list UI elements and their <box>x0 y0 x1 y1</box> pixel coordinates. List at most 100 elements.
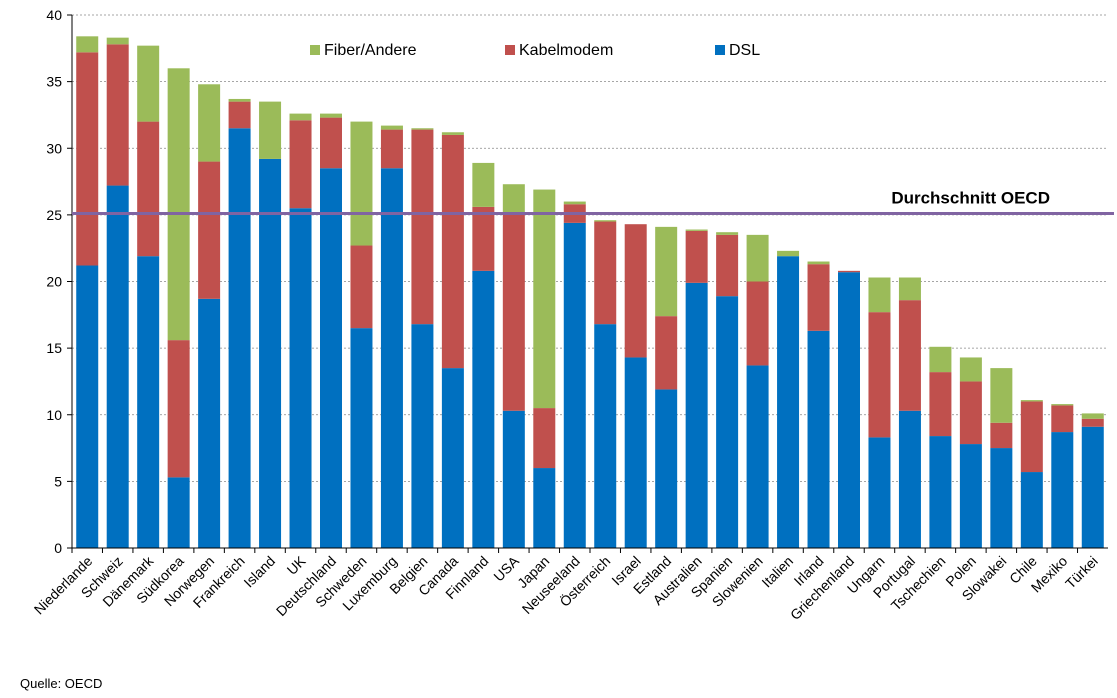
bar-segment <box>1081 426 1104 548</box>
bar-segment <box>533 189 556 409</box>
bar-segment <box>624 357 647 548</box>
bar-segment <box>746 234 769 282</box>
bar-segment <box>472 270 495 548</box>
bar-segment <box>1051 432 1074 548</box>
bar-segment <box>685 229 708 231</box>
bar-segment <box>594 221 617 325</box>
bar-segment <box>350 121 373 246</box>
bar-segment <box>472 206 495 271</box>
legend-label: DSL <box>729 42 760 59</box>
bar-segment <box>838 270 860 273</box>
y-tick-label: 30 <box>46 140 62 156</box>
bar-segment <box>441 368 464 548</box>
bar-segment <box>167 68 190 341</box>
bar-segment <box>594 324 617 548</box>
bar-segment <box>655 226 678 317</box>
y-tick-label: 5 <box>54 473 62 489</box>
bar-segment <box>807 330 830 548</box>
bar-segment <box>411 128 434 130</box>
bar-segment <box>624 224 647 358</box>
y-tick-label: 35 <box>46 74 62 90</box>
bar-segment <box>198 298 221 548</box>
bar-segment <box>502 214 525 411</box>
bar-segment <box>472 162 495 207</box>
bar-segment <box>289 208 312 548</box>
x-tick-label: Türkei <box>1062 553 1101 592</box>
bar-segment <box>746 281 769 366</box>
bar-segment <box>563 222 586 548</box>
bar-segment <box>929 436 952 548</box>
bar-segment <box>76 265 99 548</box>
bar-segment <box>1051 404 1074 406</box>
bar-segment <box>380 129 403 169</box>
bar-segment <box>167 340 190 478</box>
bar-segment <box>76 36 99 53</box>
legend-swatch <box>310 45 320 55</box>
bar-segment <box>289 113 312 121</box>
bar-segment <box>898 410 921 548</box>
bar-segment <box>716 234 739 297</box>
average-label: Durchschnitt OECD <box>891 189 1050 208</box>
bar-segment <box>350 245 373 329</box>
bar-segment <box>137 121 160 257</box>
y-tick-label: 25 <box>46 207 62 223</box>
bar-segment <box>898 277 921 301</box>
source: Quelle: OECD <box>20 676 102 691</box>
y-tick-label: 20 <box>46 274 62 290</box>
bar-segment <box>198 161 221 299</box>
bar-segment <box>746 365 769 548</box>
bar-segment <box>441 132 464 135</box>
bar-segment <box>1020 472 1043 548</box>
bar-segment <box>228 101 251 129</box>
bar-segment <box>320 117 342 169</box>
bar-segment <box>380 168 403 549</box>
bar-segment <box>380 125 403 130</box>
bar-segment <box>777 256 800 548</box>
bar-segment <box>533 468 556 548</box>
bar-segment <box>106 185 129 548</box>
y-tick-label: 40 <box>46 7 62 23</box>
bar-segment <box>685 230 708 283</box>
y-tick-label: 15 <box>46 340 62 356</box>
bar-segment <box>777 250 800 257</box>
x-tick-label: Island <box>240 553 278 591</box>
bar-segment <box>838 272 860 548</box>
bar-segment <box>320 113 342 118</box>
bar-segment <box>868 437 891 548</box>
bar-segment <box>76 52 99 266</box>
bar-segment <box>259 101 282 159</box>
bar-segment <box>137 45 160 122</box>
legend-label: Fiber/Andere <box>324 42 417 59</box>
bar-segment <box>441 134 464 369</box>
bar-segment <box>350 328 373 548</box>
bar-segment <box>502 184 525 215</box>
bar-segment <box>259 158 282 548</box>
bar-segment <box>106 44 129 186</box>
bar-segment <box>1020 400 1043 402</box>
y-tick-label: 0 <box>54 540 62 556</box>
bar-segment <box>716 232 739 235</box>
bar-segment <box>533 408 556 469</box>
bar-segment <box>959 357 982 382</box>
bar-segment <box>137 256 160 548</box>
bar-segment <box>1081 413 1104 419</box>
bar-segment <box>289 120 312 209</box>
bar-segment <box>594 220 617 222</box>
bar-segment <box>959 444 982 548</box>
bar-segment <box>228 98 251 102</box>
bar-segment <box>685 282 708 548</box>
bar-segment <box>655 389 678 548</box>
bar-segment <box>959 381 982 445</box>
bar-segment <box>655 316 678 390</box>
bar-segment <box>106 37 129 45</box>
bar-segment <box>563 201 586 205</box>
bar-segment <box>807 261 830 265</box>
bar-segment <box>411 129 434 325</box>
bar-segment <box>898 300 921 411</box>
legend-label: Kabelmodem <box>519 42 613 59</box>
bar-segment <box>990 368 1013 423</box>
bar-segment <box>990 448 1013 548</box>
bar-segment <box>868 312 891 438</box>
bar-segment <box>929 372 952 437</box>
